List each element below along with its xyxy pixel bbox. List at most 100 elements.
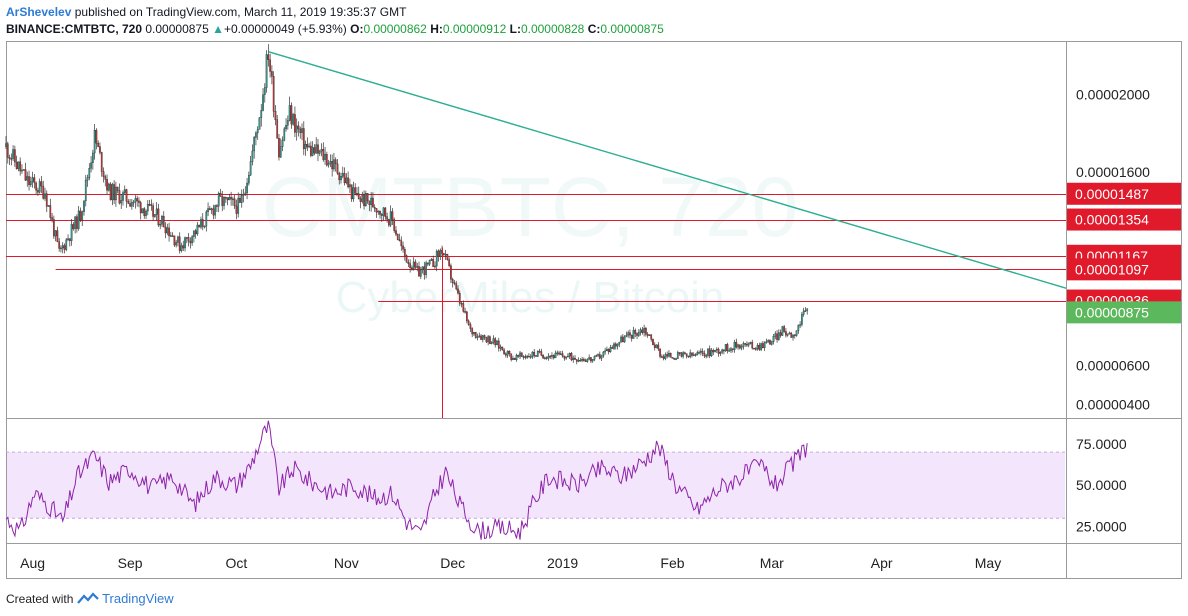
candle-body (81, 211, 84, 221)
candle-body (712, 350, 715, 353)
candle-body (340, 176, 342, 181)
candle-body (400, 240, 403, 247)
candle-body (97, 142, 100, 147)
candle-body (754, 348, 757, 350)
candle-body (535, 355, 537, 357)
candle-body (432, 259, 435, 267)
candle-body (742, 343, 745, 347)
candle-body (595, 355, 598, 357)
candle-body (107, 183, 110, 191)
candle-body (338, 173, 341, 181)
candle-body (301, 128, 303, 133)
candle-body (469, 324, 472, 329)
candle-body (528, 355, 530, 358)
candle-body (692, 354, 695, 356)
candle-body (8, 157, 11, 159)
candle-body (538, 350, 541, 353)
candle-body (368, 200, 371, 206)
candle-body (377, 210, 380, 213)
candle-body (496, 340, 498, 346)
candle-body (125, 189, 128, 202)
candle-body (751, 342, 754, 349)
candle-body (364, 193, 367, 207)
candle-body (717, 348, 720, 354)
candle-body (673, 357, 676, 360)
candle-body (164, 226, 167, 234)
candle-body (201, 219, 204, 227)
candle-body (223, 196, 225, 206)
candle-body (175, 242, 178, 246)
candle-body (655, 344, 658, 348)
candle-body (724, 344, 727, 352)
candle-body (520, 352, 523, 357)
candle-body (804, 310, 807, 312)
candle-body (590, 357, 592, 362)
candle-body (402, 245, 404, 250)
candle-body (38, 181, 41, 193)
candle-body (753, 347, 755, 350)
candle-body (710, 350, 713, 357)
candle-body (490, 342, 493, 344)
candle-body (157, 208, 160, 226)
candle-body (269, 59, 271, 72)
candle-body (251, 150, 254, 162)
candle-body (239, 197, 241, 203)
candle-body (403, 249, 406, 256)
candle-body (478, 335, 481, 338)
candle-body (691, 352, 693, 356)
candle-body (320, 149, 323, 152)
candle-body (701, 350, 704, 354)
candle-body (464, 311, 466, 313)
candle-body (442, 253, 445, 255)
candle-body (552, 355, 555, 359)
candle-body (703, 353, 706, 357)
candle-body (637, 332, 640, 336)
candle-body (347, 177, 349, 188)
candle-body (285, 125, 287, 130)
candle-body (489, 336, 491, 344)
candle-body (265, 54, 268, 88)
price-tick-label: 0.00002000 (1076, 86, 1150, 102)
time-tick-label: Oct (226, 555, 248, 571)
candle-body (354, 187, 357, 194)
candle-body (543, 357, 546, 359)
candle-body (104, 176, 107, 180)
published-text: published on TradingView.com, March 11, … (74, 5, 407, 19)
candle-body (568, 352, 571, 357)
tradingview-brand[interactable]: TradingView (102, 591, 174, 606)
candle-body (343, 173, 346, 184)
candle-body (129, 203, 131, 207)
candle-body (317, 144, 319, 154)
candle-body (290, 105, 293, 125)
candle-body (111, 184, 114, 201)
candle-body (5, 143, 7, 147)
candle-body (540, 351, 543, 356)
candle-body (434, 265, 436, 268)
candle-body (806, 308, 809, 311)
candle-body (95, 129, 98, 144)
candle-body (407, 262, 410, 264)
candle-body (664, 354, 667, 359)
candle-body (758, 344, 761, 350)
candle-body (6, 143, 9, 158)
candle-body (513, 358, 516, 360)
candle-body (230, 197, 232, 200)
candle-body (120, 200, 123, 204)
candle-body (627, 332, 630, 336)
candle-body (88, 168, 91, 178)
candle-body (471, 328, 474, 335)
author-link[interactable]: ArShevelev (6, 5, 72, 19)
candle-body (714, 349, 716, 353)
candle-body (425, 262, 427, 275)
close-value: 0.00000875 (600, 22, 664, 36)
footer: Created with TradingView (6, 591, 174, 606)
candle-body (384, 207, 387, 217)
candle-body (547, 355, 550, 359)
candle-body (483, 335, 486, 338)
candle-body (311, 147, 314, 156)
candle-body (793, 334, 796, 336)
candle-body (228, 197, 231, 201)
candle-body (189, 240, 192, 244)
candle-body (113, 184, 115, 201)
